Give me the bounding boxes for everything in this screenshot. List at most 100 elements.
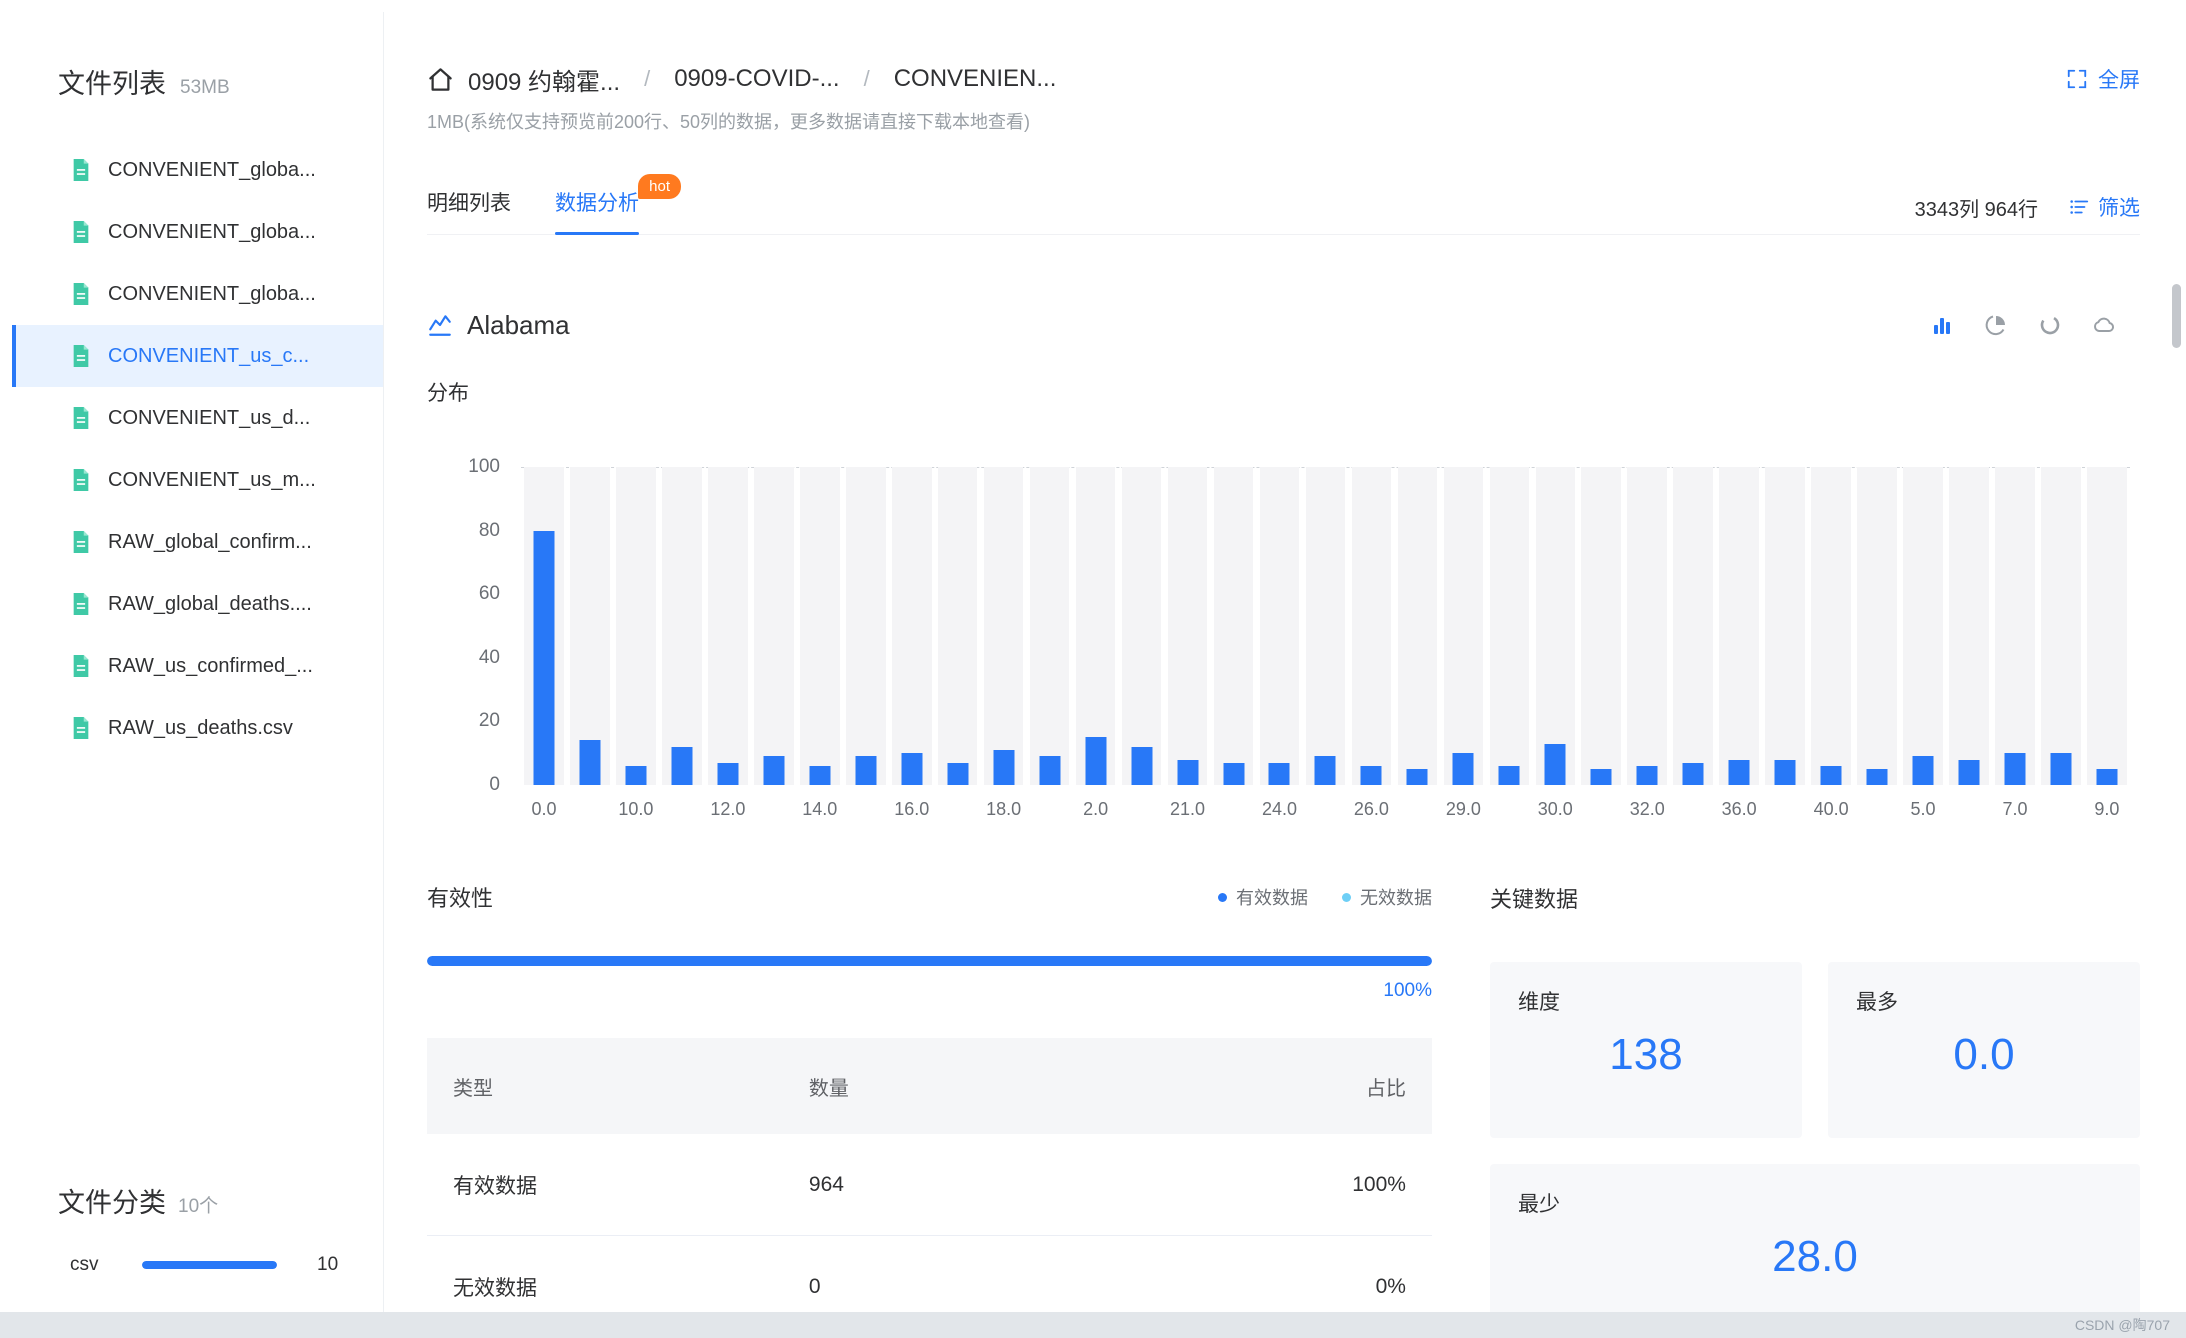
bar: [717, 762, 739, 785]
x-axis-label: [2038, 799, 2084, 820]
bar-chart-icon[interactable]: [1930, 313, 1954, 337]
bar-slot: [1946, 467, 1992, 785]
bar: [993, 750, 1015, 785]
file-list-item[interactable]: CONVENIENT_globa...: [12, 201, 383, 263]
bar-background-column: [1535, 467, 1576, 785]
bar-slot: [1302, 467, 1348, 785]
bar: [1958, 759, 1980, 785]
legend-dot: [1342, 892, 1351, 902]
csv-file-icon: [70, 468, 92, 492]
file-list-item[interactable]: CONVENIENT_globa...: [12, 263, 383, 325]
filter-icon: [2070, 200, 2089, 214]
x-axis-label: 29.0: [1445, 799, 1481, 819]
tab-active[interactable]: 数据分析 hot: [555, 174, 681, 235]
watermark: CSDN @陶707: [2074, 1317, 2170, 1333]
hot-badge: hot: [638, 174, 681, 199]
file-list-item[interactable]: CONVENIENT_globa...: [12, 139, 383, 201]
file-list-item[interactable]: CONVENIENT_us_m...: [12, 449, 383, 511]
bar-slot: [797, 467, 843, 785]
table-cell: 100%: [1352, 1172, 1406, 1196]
table-row: 有效数据 964 100%: [427, 1134, 1432, 1236]
x-axis-label: 26.0: [1353, 799, 1389, 819]
x-axis-label: 12.0: [710, 799, 746, 819]
bar: [809, 765, 831, 785]
file-name: CONVENIENT_globa...: [108, 158, 316, 181]
cloud-icon[interactable]: [2092, 313, 2116, 337]
file-category-section: 文件分类 10个 csv 10: [58, 1181, 353, 1276]
file-category-count: 10个: [178, 1196, 219, 1217]
y-axis-label: 20: [478, 710, 500, 732]
file-list-item[interactable]: RAW_global_deaths....: [12, 573, 383, 635]
legend-item[interactable]: 有效数据: [1218, 884, 1308, 910]
file-name: RAW_us_deaths.csv: [108, 716, 293, 739]
chart-header: Alabama: [427, 305, 2140, 345]
breadcrumb-item[interactable]: CONVENIEN...: [893, 65, 1057, 92]
file-name: CONVENIENT_us_d...: [108, 406, 311, 429]
bar-background-column: [1121, 467, 1162, 785]
table-header-row: 类型 数量 占比: [427, 1038, 1432, 1134]
bar-slot: [1900, 467, 1946, 785]
table-cell: 0: [808, 1274, 821, 1298]
bar: [1728, 759, 1750, 785]
bar-slot: [1624, 467, 1670, 785]
bar-slot: [1578, 467, 1624, 785]
table-cell: 0%: [1375, 1274, 1406, 1298]
bar: [1085, 737, 1107, 785]
legend: 有效数据 无效数据: [1218, 884, 1432, 910]
bar-slot: [1394, 467, 1440, 785]
breadcrumb-item[interactable]: 0909 约翰霍...: [468, 68, 621, 96]
fullscreen-button[interactable]: 全屏: [2066, 64, 2140, 94]
bar: [901, 753, 923, 785]
x-axis-label: [1578, 799, 1624, 820]
bar: [579, 740, 601, 785]
file-category-list: csv 10: [58, 1254, 353, 1276]
validity-table: 类型 数量 占比 有效数据 964 100% 无效数据 0 0%: [427, 1038, 1432, 1338]
tab-item[interactable]: 明细列表: [427, 190, 511, 234]
file-list-item[interactable]: CONVENIENT_us_d...: [12, 387, 383, 449]
bar-slot: [1348, 467, 1394, 785]
bar: [1177, 759, 1199, 785]
card-label: 最多: [1856, 991, 1898, 1014]
bar: [1912, 756, 1934, 785]
bar: [1544, 743, 1566, 785]
bar-slot: [659, 467, 705, 785]
bar-background-column: [708, 467, 748, 785]
bar: [1820, 765, 1842, 785]
bar: [1360, 765, 1382, 785]
tab-label: 数据分析: [555, 192, 639, 215]
bar-background-column: [662, 467, 702, 785]
validity-progress-fill: [427, 956, 1432, 966]
table-header-cell: 数量: [808, 1077, 849, 1100]
y-axis-label: 80: [478, 519, 500, 541]
scrollbar-thumb[interactable]: [2172, 284, 2181, 348]
category-label: csv: [70, 1254, 99, 1275]
plot-area: [521, 467, 2130, 785]
filter-button[interactable]: 筛选: [2068, 192, 2140, 222]
x-axis-label: [751, 799, 797, 820]
breadcrumb-item[interactable]: 0909-COVID-...: [674, 65, 840, 92]
donut-chart-icon[interactable]: [2038, 313, 2062, 337]
csv-file-icon: [70, 530, 92, 554]
table-meta: 3343列 964行 筛选: [1915, 192, 2140, 222]
file-list-item[interactable]: CONVENIENT_us_c...: [12, 325, 383, 387]
home-icon[interactable]: [427, 66, 454, 93]
file-name: CONVENIENT_us_c...: [108, 344, 310, 367]
x-axis-label: 7.0: [2002, 799, 2028, 819]
tab-label: 明细列表: [427, 192, 511, 215]
bar-slot: [751, 467, 797, 785]
y-axis-label: 100: [468, 456, 500, 477]
validity-title: 有效性: [427, 886, 494, 911]
legend-label: 无效数据: [1360, 888, 1432, 908]
bar-slot: [1440, 467, 1486, 785]
file-list-item[interactable]: RAW_global_confirm...: [12, 511, 383, 573]
bar-slot: [1027, 467, 1073, 785]
bar: [625, 765, 647, 785]
pie-chart-icon[interactable]: [1984, 313, 2008, 337]
line-chart-icon: [427, 312, 453, 338]
file-list-item[interactable]: RAW_us_deaths.csv: [12, 697, 383, 759]
bar-slot: [2038, 467, 2084, 785]
legend-item[interactable]: 无效数据: [1342, 884, 1432, 910]
bar-slot: [889, 467, 935, 785]
csv-file-icon: [70, 716, 92, 740]
file-list-item[interactable]: RAW_us_confirmed_...: [12, 635, 383, 697]
